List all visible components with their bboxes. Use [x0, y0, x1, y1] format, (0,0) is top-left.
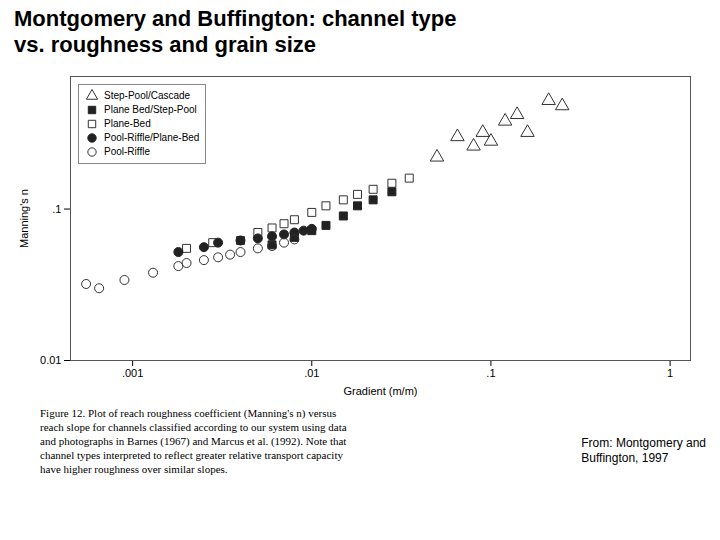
- svg-text:Gradient (m/m): Gradient (m/m): [344, 385, 418, 397]
- html-text:Montgomery and Buffington: cha: Montgomery and Buffington: channel type …: [14, 6, 457, 57]
- html-text:Step-Pool/Cascade: Step-Pool/Cascade: [104, 90, 191, 101]
- svg-text:.01: .01: [304, 367, 319, 379]
- svg-text:.1: .1: [52, 203, 61, 215]
- html-text:Plane-Bed: Plane-Bed: [104, 118, 151, 129]
- svg-text:0.01: 0.01: [40, 354, 61, 366]
- svg-text:Manning's n: Manning's n: [18, 189, 30, 248]
- html-text:Plane Bed/Step-Pool: Plane Bed/Step-Pool: [104, 104, 197, 115]
- svg-text:.001: .001: [122, 367, 143, 379]
- svg-text:1: 1: [667, 367, 673, 379]
- html-text:Figure 12. Plot of reach rough: Figure 12. Plot of reach roughness coeff…: [40, 407, 347, 475]
- html-text:Pool-Riffle/Plane-Bed: Pool-Riffle/Plane-Bed: [104, 132, 200, 143]
- svg-text:.1: .1: [486, 367, 495, 379]
- html-text:From: Montgomery and Buffingto: From: Montgomery and Buffington, 1997: [581, 436, 706, 465]
- html-text:Pool-Riffle: Pool-Riffle: [104, 146, 150, 157]
